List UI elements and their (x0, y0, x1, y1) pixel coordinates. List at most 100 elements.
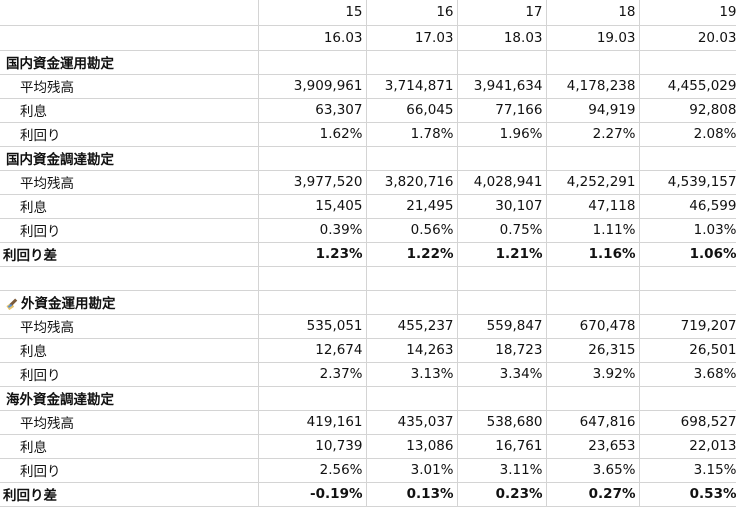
value-cell[interactable]: 2.56% (258, 458, 367, 483)
date-cell[interactable]: 19.03 (546, 25, 640, 51)
value-cell[interactable]: 46,599 (639, 194, 736, 219)
row-label[interactable]: 利息 (0, 194, 259, 219)
row-label[interactable]: 利息 (0, 434, 259, 459)
value-cell[interactable]: 3,714,871 (366, 74, 458, 99)
spread-cell[interactable]: 0.53% (639, 482, 736, 507)
spread-cell[interactable]: 1.16% (546, 242, 640, 267)
value-cell[interactable]: 3.01% (366, 458, 458, 483)
section-title[interactable]: 国内資金調達勘定 (0, 146, 259, 171)
row-label[interactable]: 平均残高 (0, 74, 259, 99)
value-cell[interactable]: 538,680 (457, 410, 547, 435)
value-cell[interactable]: 0.39% (258, 218, 367, 243)
value-cell[interactable]: 4,539,157 (639, 170, 736, 195)
row-label[interactable]: 利回り (0, 122, 259, 147)
value-cell[interactable]: 12,674 (258, 338, 367, 363)
section-title[interactable]: 海外資金調達勘定 (0, 386, 259, 411)
cell[interactable] (546, 290, 640, 315)
row-label[interactable]: 利息 (0, 98, 259, 123)
value-cell[interactable]: 0.56% (366, 218, 458, 243)
date-cell[interactable]: 17.03 (366, 25, 458, 51)
value-cell[interactable]: 3.65% (546, 458, 640, 483)
row-label[interactable]: 利回り (0, 362, 259, 387)
period-cell[interactable]: 17 (457, 0, 547, 26)
value-cell[interactable]: 13,086 (366, 434, 458, 459)
cell[interactable] (546, 266, 640, 291)
cell[interactable] (258, 386, 367, 411)
value-cell[interactable]: 66,045 (366, 98, 458, 123)
cell[interactable] (546, 386, 640, 411)
value-cell[interactable]: 535,051 (258, 314, 367, 339)
spread-cell[interactable]: 1.23% (258, 242, 367, 267)
value-cell[interactable]: 23,653 (546, 434, 640, 459)
spread-label[interactable]: 利回り差 (0, 242, 259, 267)
value-cell[interactable]: 16,761 (457, 434, 547, 459)
period-cell[interactable]: 18 (546, 0, 640, 26)
value-cell[interactable]: 26,501 (639, 338, 736, 363)
value-cell[interactable]: 3,820,716 (366, 170, 458, 195)
row-label[interactable]: 利回り (0, 218, 259, 243)
cell[interactable] (457, 386, 547, 411)
value-cell[interactable]: 3.13% (366, 362, 458, 387)
value-cell[interactable]: 1.62% (258, 122, 367, 147)
cell[interactable] (0, 266, 259, 291)
date-cell[interactable]: 18.03 (457, 25, 547, 51)
spread-cell[interactable]: 0.27% (546, 482, 640, 507)
value-cell[interactable]: 4,028,941 (457, 170, 547, 195)
value-cell[interactable]: 3.15% (639, 458, 736, 483)
value-cell[interactable]: 2.37% (258, 362, 367, 387)
value-cell[interactable]: 1.78% (366, 122, 458, 147)
value-cell[interactable]: 22,013 (639, 434, 736, 459)
value-cell[interactable]: 21,495 (366, 194, 458, 219)
cell[interactable] (639, 386, 736, 411)
cell[interactable] (546, 146, 640, 171)
value-cell[interactable]: 0.75% (457, 218, 547, 243)
spread-cell[interactable]: 1.06% (639, 242, 736, 267)
value-cell[interactable]: 559,847 (457, 314, 547, 339)
row-label[interactable]: 利回り (0, 458, 259, 483)
spread-cell[interactable]: 0.23% (457, 482, 547, 507)
value-cell[interactable]: 3,941,634 (457, 74, 547, 99)
cell[interactable] (0, 0, 259, 26)
value-cell[interactable]: 4,252,291 (546, 170, 640, 195)
row-label[interactable]: 平均残高 (0, 314, 259, 339)
spread-label[interactable]: 利回り差 (0, 482, 259, 507)
date-cell[interactable]: 16.03 (258, 25, 367, 51)
cell[interactable] (457, 50, 547, 75)
value-cell[interactable]: 14,263 (366, 338, 458, 363)
cell[interactable] (366, 266, 458, 291)
value-cell[interactable]: 2.27% (546, 122, 640, 147)
row-label[interactable]: 利息 (0, 338, 259, 363)
cell[interactable] (639, 266, 736, 291)
spread-cell[interactable]: 0.13% (366, 482, 458, 507)
period-cell[interactable]: 19 (639, 0, 736, 26)
value-cell[interactable]: 4,455,029 (639, 74, 736, 99)
cell[interactable] (457, 266, 547, 291)
value-cell[interactable]: 1.03% (639, 218, 736, 243)
value-cell[interactable]: 47,118 (546, 194, 640, 219)
value-cell[interactable]: 670,478 (546, 314, 640, 339)
cell[interactable] (457, 290, 547, 315)
value-cell[interactable]: 94,919 (546, 98, 640, 123)
cell[interactable] (258, 146, 367, 171)
value-cell[interactable]: 26,315 (546, 338, 640, 363)
date-cell[interactable]: 20.03 (639, 25, 736, 51)
value-cell[interactable]: 455,237 (366, 314, 458, 339)
value-cell[interactable]: 719,207 (639, 314, 736, 339)
cell[interactable] (258, 50, 367, 75)
cell[interactable] (258, 266, 367, 291)
value-cell[interactable]: 63,307 (258, 98, 367, 123)
row-label[interactable]: 平均残高 (0, 170, 259, 195)
value-cell[interactable]: 3,977,520 (258, 170, 367, 195)
value-cell[interactable]: 698,527 (639, 410, 736, 435)
cell[interactable] (457, 146, 547, 171)
cell[interactable] (0, 25, 259, 51)
cell[interactable] (366, 290, 458, 315)
section-title-cell[interactable]: 外資金運用勘定 (0, 290, 259, 315)
value-cell[interactable]: 15,405 (258, 194, 367, 219)
value-cell[interactable]: 3.68% (639, 362, 736, 387)
value-cell[interactable]: 92,808 (639, 98, 736, 123)
value-cell[interactable]: 30,107 (457, 194, 547, 219)
value-cell[interactable]: 10,739 (258, 434, 367, 459)
cell[interactable] (639, 50, 736, 75)
cell[interactable] (366, 50, 458, 75)
